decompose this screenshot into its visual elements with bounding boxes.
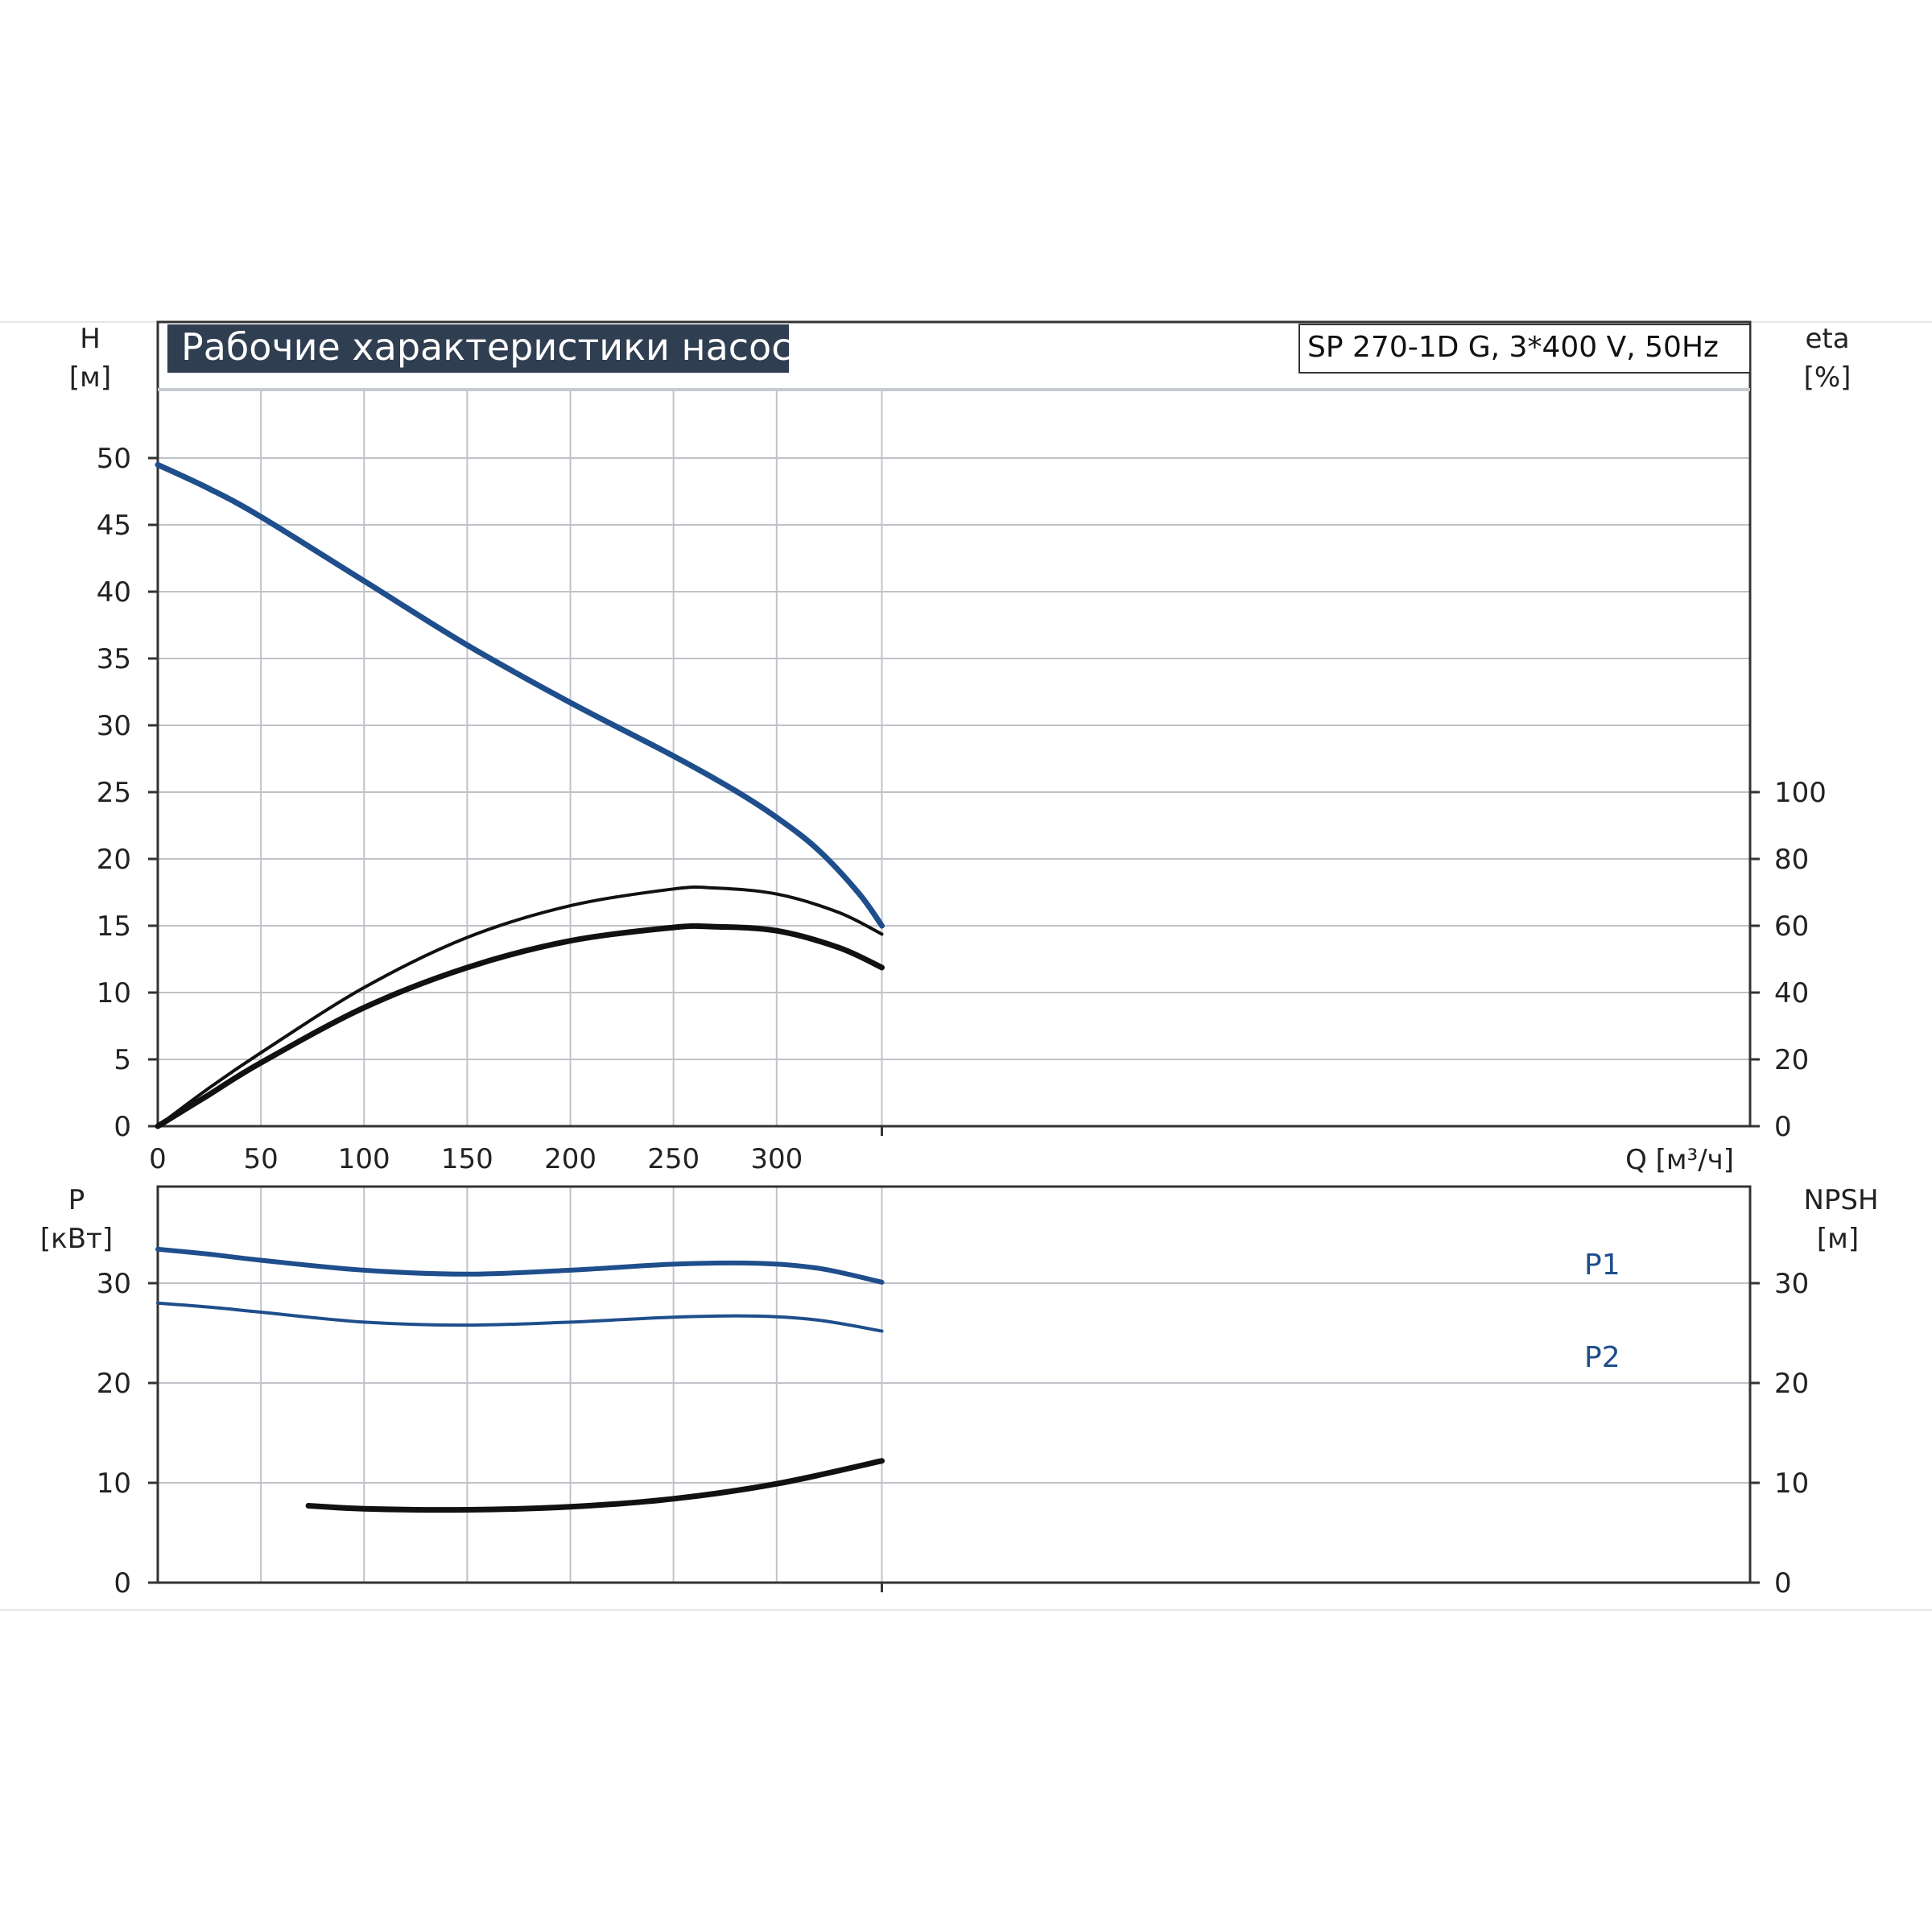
upper-plot: Рабочие характеристики насоса SP 270-1D …	[69, 320, 1852, 1176]
y-right-tick-label: 30	[1774, 1268, 1809, 1300]
y-left-tick-label: 15	[97, 910, 131, 943]
x-tick-label: 50	[243, 1143, 278, 1175]
y-right-tick-label: 20	[1774, 1044, 1809, 1076]
y-left-tick-label: 45	[97, 510, 131, 542]
curve-p2	[156, 1301, 884, 1333]
curve-npsh	[305, 1458, 885, 1513]
title-box: Рабочие характеристики насоса	[167, 324, 815, 373]
y-left-tick-label: 30	[97, 1268, 131, 1300]
p2-label: P2	[1584, 1341, 1620, 1374]
y-left-tick-label: 20	[97, 844, 131, 876]
y-right-tick-label: 40	[1774, 977, 1809, 1009]
y-left-tick-label: 50	[97, 443, 131, 475]
y-left-tick-label: 5	[114, 1044, 131, 1076]
upper-ticks: 0 5 10 15 20 25 30 35 40 45 50 0 20 40 60 80 100 0 50 100 15…	[97, 443, 1827, 1175]
eta-axis-unit: [%]	[1804, 361, 1852, 394]
lower-plot-frame	[156, 1185, 1752, 1584]
h-axis-unit: [м]	[69, 361, 111, 394]
y-left-tick-label: 30	[97, 710, 131, 742]
y-left-tick-label: 0	[114, 1567, 131, 1600]
curve-p1	[155, 1246, 885, 1285]
y-right-tick-label: 20	[1774, 1368, 1809, 1400]
x-tick-label: 300	[750, 1143, 803, 1175]
upper-curves	[155, 461, 885, 1129]
upper-plot-frame	[156, 320, 1752, 1128]
h-axis-title: H	[80, 323, 101, 355]
x-tick-label: 100	[338, 1143, 390, 1175]
lower-plot: P [кВт] NPSH [м] 0 10 20 30 0 10 20 30 P1 P2	[40, 1184, 1879, 1600]
y-left-tick-label: 10	[97, 1468, 131, 1500]
curve-eta-total	[155, 923, 885, 1129]
lower-curves	[155, 1246, 885, 1513]
p1-label: P1	[1584, 1249, 1620, 1282]
chart-title: Рабочие характеристики насоса	[181, 325, 815, 369]
p-axis-title: P	[68, 1184, 85, 1216]
y-left-tick-label: 0	[114, 1111, 131, 1143]
y-left-tick-label: 20	[97, 1368, 131, 1400]
x-tick-label: 150	[441, 1143, 493, 1175]
npsh-axis-title: NPSH	[1803, 1184, 1878, 1216]
y-right-tick-label: 10	[1774, 1468, 1809, 1500]
y-left-tick-label: 35	[97, 643, 131, 675]
upper-grid	[158, 390, 1750, 1126]
y-left-tick-label: 10	[97, 977, 131, 1009]
y-left-tick-label: 25	[97, 777, 131, 809]
q-axis-label: Q [м³/ч]	[1625, 1144, 1734, 1176]
lower-ticks: 0 10 20 30 0 10 20 30	[97, 1268, 1810, 1600]
y-left-tick-label: 40	[97, 576, 131, 609]
x-tick-label: 0	[149, 1143, 167, 1175]
model-box: SP 270-1D G, 3*400 V, 50Hz	[1298, 324, 1751, 374]
y-right-tick-label: 0	[1774, 1111, 1792, 1143]
y-right-tick-label: 60	[1774, 910, 1809, 943]
x-tick-label: 250	[647, 1143, 700, 1175]
lower-grid	[158, 1187, 1750, 1583]
eta-axis-title: eta	[1805, 323, 1849, 355]
npsh-axis-unit: [м]	[1817, 1223, 1859, 1255]
curve-h	[155, 461, 885, 929]
x-tick-label: 200	[544, 1143, 597, 1175]
model-label: SP 270-1D G, 3*400 V, 50Hz	[1307, 331, 1719, 364]
y-right-tick-label: 80	[1774, 844, 1809, 876]
curve-eta-pump	[156, 885, 884, 1128]
y-right-tick-label: 0	[1774, 1567, 1792, 1600]
y-right-tick-label: 100	[1774, 777, 1827, 809]
p-axis-unit: [кВт]	[40, 1223, 113, 1255]
